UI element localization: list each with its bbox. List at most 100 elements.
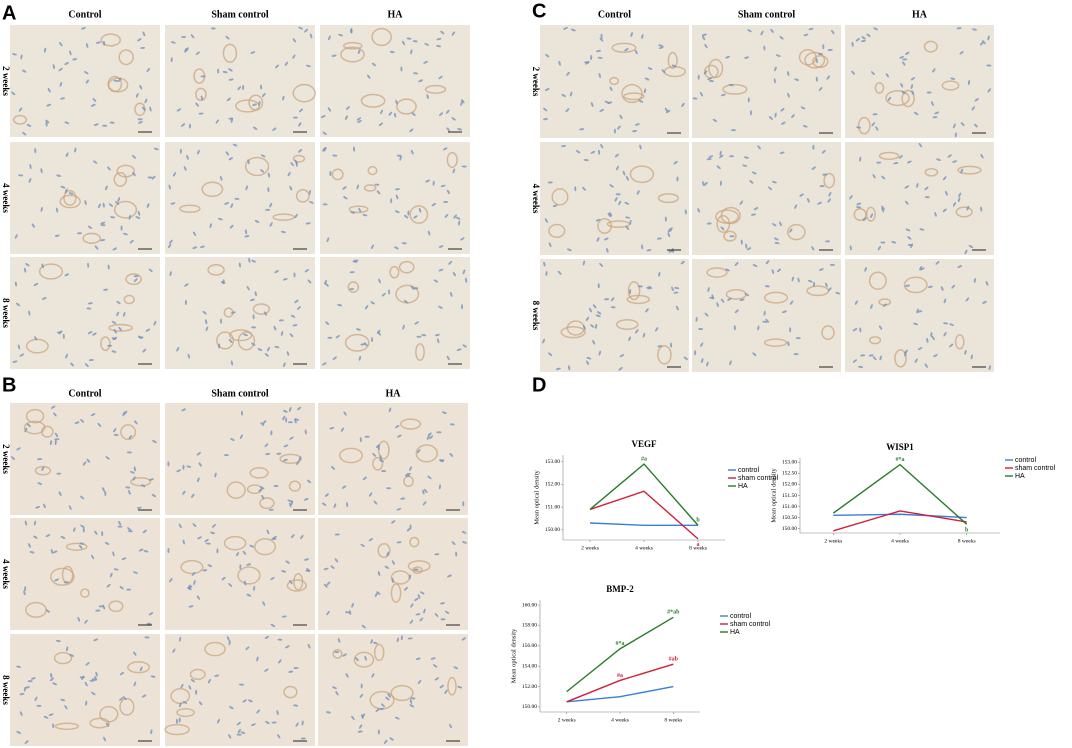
nucleus — [304, 558, 309, 561]
nucleus — [957, 265, 963, 268]
nucleus — [793, 353, 799, 356]
nucleus — [639, 144, 642, 150]
nucleus — [303, 497, 309, 501]
nucleus — [747, 97, 750, 103]
nucleus — [125, 486, 131, 489]
nucleus — [370, 301, 375, 305]
micrograph-image — [540, 259, 689, 372]
nucleus — [223, 454, 229, 457]
nucleus — [258, 488, 263, 492]
nucleus — [432, 180, 435, 186]
y-tick-label: 150.00 — [782, 526, 797, 532]
micrograph — [10, 634, 160, 746]
micrograph — [320, 142, 470, 254]
vessel — [621, 84, 643, 104]
nucleus — [135, 93, 139, 98]
vessel — [885, 90, 910, 107]
nucleus — [322, 131, 327, 135]
nucleus — [409, 704, 414, 708]
nucleus — [186, 155, 189, 160]
vessel — [606, 220, 631, 229]
nucleus — [262, 420, 267, 425]
micrograph-image — [10, 25, 160, 137]
nucleus — [451, 541, 456, 546]
vessel — [65, 542, 88, 551]
nucleus — [760, 30, 764, 36]
nucleus — [152, 440, 157, 444]
nucleus — [462, 501, 465, 507]
nucleus — [667, 232, 671, 238]
nucleus — [407, 210, 410, 216]
nucleus — [543, 107, 548, 112]
nucleus — [141, 694, 147, 698]
nucleus — [304, 268, 309, 273]
nucleus — [140, 484, 146, 488]
nucleus — [289, 502, 292, 508]
nucleus — [245, 185, 248, 191]
nucleus — [335, 335, 341, 339]
vessel — [204, 641, 226, 657]
nucleus — [235, 552, 240, 557]
nucleus — [893, 162, 899, 165]
micrograph — [540, 25, 689, 138]
nucleus — [268, 508, 274, 511]
nucleus — [439, 112, 443, 117]
nucleus — [257, 348, 263, 351]
nucleus — [283, 409, 288, 413]
nucleus — [791, 114, 795, 119]
nucleus — [293, 666, 299, 670]
nucleus — [389, 737, 394, 741]
vessel — [235, 99, 260, 113]
nucleus — [590, 102, 594, 107]
nucleus — [179, 148, 182, 154]
nucleus — [332, 686, 337, 690]
nucleus — [404, 214, 409, 219]
nucleus — [451, 31, 456, 36]
nucleus — [460, 101, 463, 106]
vessel — [823, 172, 836, 189]
vessel — [446, 151, 458, 169]
nucleus — [328, 35, 331, 41]
nucleus — [251, 326, 257, 329]
nucleus — [557, 270, 562, 275]
nucleus — [603, 237, 609, 241]
nucleus — [134, 420, 138, 425]
nucleus — [460, 237, 465, 241]
micrograph — [845, 259, 994, 372]
nucleus — [910, 84, 913, 90]
micrograph-image — [692, 259, 841, 372]
nucleus — [70, 362, 74, 367]
nucleus — [132, 476, 136, 481]
nucleus — [765, 260, 770, 265]
nucleus — [178, 636, 182, 642]
nucleus — [700, 358, 704, 363]
nucleus — [117, 197, 121, 202]
nucleus — [86, 307, 92, 310]
nucleus — [228, 157, 233, 161]
nucleus — [133, 651, 137, 656]
nucleus — [266, 346, 270, 352]
nucleus — [276, 710, 279, 716]
nucleus — [334, 558, 339, 563]
nucleus — [195, 51, 200, 55]
vessel — [82, 232, 102, 244]
nucleus — [615, 193, 621, 196]
nucleus — [772, 180, 777, 184]
vessel — [372, 456, 384, 471]
nucleus — [780, 107, 785, 112]
nucleus — [226, 97, 231, 102]
nucleus — [851, 41, 854, 47]
nucleus — [988, 365, 991, 371]
nucleus — [590, 324, 595, 328]
nucleus — [702, 181, 705, 187]
nucleus — [629, 219, 632, 225]
nucleus — [409, 619, 414, 624]
micrograph — [10, 25, 160, 137]
nucleus — [872, 356, 877, 361]
nucleus — [23, 590, 26, 596]
vessel — [353, 651, 375, 668]
nucleus — [656, 237, 662, 240]
nucleus — [626, 176, 629, 181]
nucleus — [69, 50, 72, 56]
